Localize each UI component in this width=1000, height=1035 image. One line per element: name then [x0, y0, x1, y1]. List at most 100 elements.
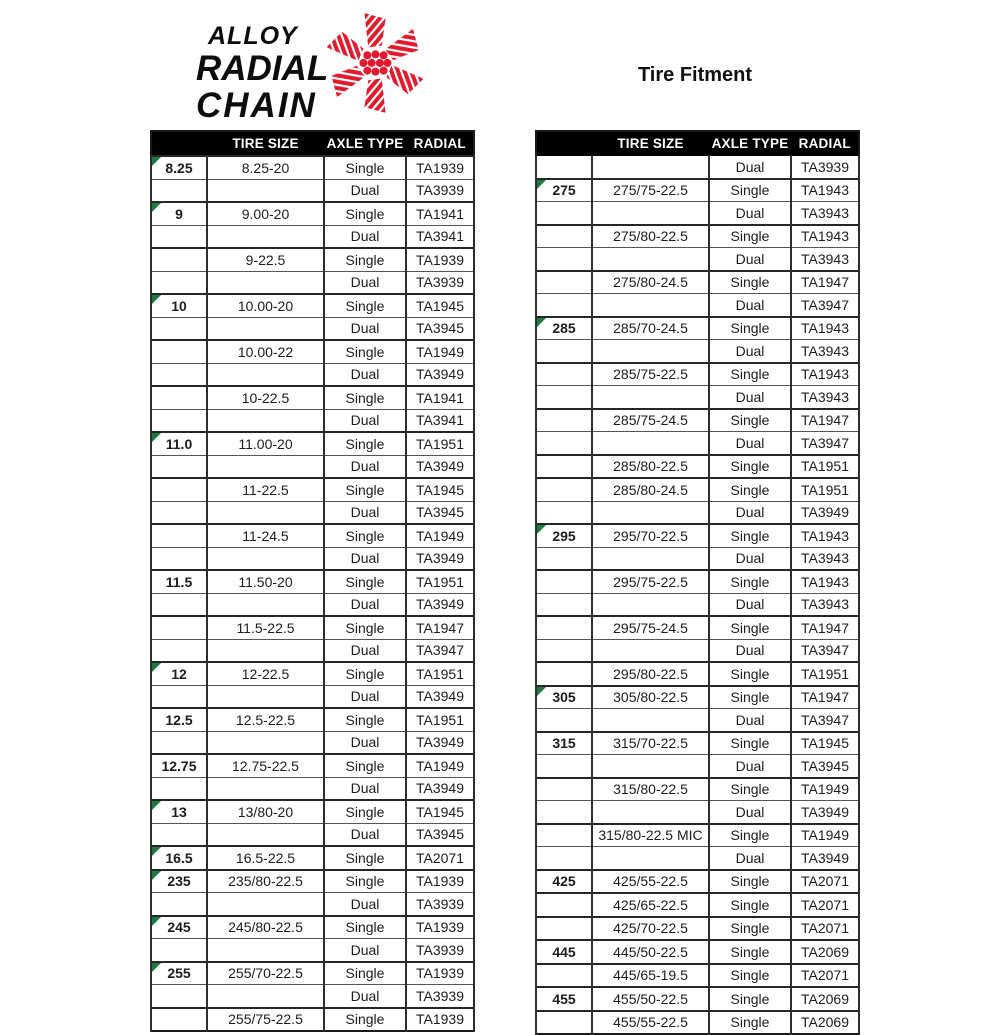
table-row: Dual TA3949 [535, 846, 860, 870]
tire-size-cell [591, 754, 710, 778]
tire-size-cell: 275/80-24.5 [591, 269, 710, 294]
axle-type-cell: Single [708, 477, 792, 502]
table-row: 12 12-22.5 Single TA1951 [150, 661, 475, 686]
tire-size-cell: 255/75-22.5 [206, 1006, 325, 1032]
axle-type-cell: Dual [708, 293, 792, 317]
table-row: Dual TA3949 [150, 362, 475, 387]
page-title: Tire Fitment [637, 64, 753, 86]
axle-type-cell: Dual [323, 592, 407, 617]
group-cell: 11.5 [150, 569, 208, 594]
axle-type-cell: Single [708, 776, 792, 801]
table-row: 285/80-24.5 Single TA1951 [535, 477, 860, 502]
group-cell: 10 [150, 293, 208, 318]
table-row: Dual TA3939 [535, 155, 860, 179]
group-cell [535, 223, 593, 248]
table-row: Dual TA3947 [535, 638, 860, 663]
radial-cell: TA1943 [790, 315, 860, 340]
radial-cell: TA3949 [790, 846, 860, 870]
radial-cell: TA1951 [405, 707, 475, 732]
brand-word-chain: CHAIN [196, 85, 317, 125]
radial-cell: TA3947 [790, 708, 860, 732]
column-header: TIRE SIZE [206, 130, 325, 157]
table-row: 285/75-24.5 Single TA1947 [535, 407, 860, 432]
table-row: 255 255/70-22.5 Single TA1939 [150, 960, 475, 985]
radial-cell: TA3943 [790, 592, 860, 617]
axle-type-cell: Single [708, 986, 792, 1011]
group-cell [535, 708, 593, 732]
excel-note-marker-icon [152, 847, 161, 856]
group-cell [535, 385, 593, 409]
radial-cell: TA3945 [405, 822, 475, 847]
radial-cell: TA2071 [790, 892, 860, 917]
tire-size-cell [591, 247, 710, 271]
table-row: 13 13/80-20 Single TA1945 [150, 799, 475, 824]
group-cell [150, 523, 208, 548]
table-row: 12.5 12.5-22.5 Single TA1951 [150, 707, 475, 732]
tire-size-cell [206, 500, 325, 525]
group-cell: 235 [150, 868, 208, 893]
axle-type-cell: Single [708, 315, 792, 340]
table-row: 455 455/50-22.5 Single TA2069 [535, 986, 860, 1011]
column-header: TIRE SIZE [591, 130, 710, 156]
group-cell: 8.25 [150, 155, 208, 180]
table-row: 445 445/50-22.5 Single TA2069 [535, 939, 860, 964]
tire-size-cell: 245/80-22.5 [206, 914, 325, 939]
radial-cell: TA3939 [405, 938, 475, 962]
table-row: Dual TA3939 [150, 892, 475, 916]
tire-size-cell [591, 201, 710, 225]
group-cell [535, 800, 593, 824]
excel-note-marker-icon [152, 663, 161, 672]
tire-size-cell: 13/80-20 [206, 799, 325, 824]
group-cell [535, 962, 593, 988]
table-row: Dual TA3949 [535, 800, 860, 824]
tire-size-cell: 305/80-22.5 [591, 684, 710, 709]
radial-cell: TA3949 [790, 500, 860, 525]
axle-type-cell: Dual [323, 822, 407, 847]
group-cell [535, 453, 593, 479]
group-cell [535, 201, 593, 225]
tire-size-cell: 425/55-22.5 [591, 868, 710, 894]
table-row: 10-22.5 Single TA1941 [150, 385, 475, 410]
table-row: 255/75-22.5 Single TA1939 [150, 1006, 475, 1032]
excel-note-marker-icon [537, 317, 546, 327]
group-cell [535, 155, 593, 179]
tire-size-cell: 275/80-22.5 [591, 223, 710, 248]
group-cell: 255 [150, 960, 208, 985]
excel-note-marker-icon [537, 179, 546, 189]
tire-size-cell: 425/70-22.5 [591, 915, 710, 941]
tire-size-cell [591, 385, 710, 409]
radial-cell: TA2069 [790, 939, 860, 964]
table-row: 11-24.5 Single TA1949 [150, 523, 475, 548]
tire-size-cell [206, 592, 325, 617]
axle-type-cell: Single [708, 661, 792, 686]
tire-size-cell: 445/65-19.5 [591, 962, 710, 988]
group-cell [150, 638, 208, 663]
axle-type-cell: Single [708, 1009, 792, 1035]
tire-size-cell [591, 708, 710, 732]
axle-type-cell: Dual [708, 201, 792, 225]
radial-cell: TA3947 [790, 293, 860, 317]
axle-type-cell: Dual [323, 362, 407, 387]
radial-cell: TA1951 [790, 661, 860, 686]
radial-cell: TA1943 [790, 569, 860, 594]
axle-type-cell: Dual [708, 385, 792, 409]
tire-size-cell [206, 270, 325, 295]
radial-cell: TA1949 [405, 753, 475, 778]
tire-size-cell: 10.00-22 [206, 339, 325, 364]
axle-type-cell: Dual [323, 224, 407, 249]
axle-type-cell: Dual [323, 316, 407, 341]
tire-size-cell [591, 339, 710, 363]
axle-type-cell: Single [323, 960, 407, 985]
radial-cell: TA1951 [790, 477, 860, 502]
radial-cell: TA3943 [790, 339, 860, 363]
radial-cell: TA3949 [405, 362, 475, 387]
tire-size-cell: 12-22.5 [206, 661, 325, 686]
excel-note-marker-icon [152, 203, 161, 212]
group-cell: 315 [535, 730, 593, 755]
radial-cell: TA3939 [790, 155, 860, 179]
table-row: Dual TA3949 [150, 454, 475, 479]
axle-type-cell: Single [708, 730, 792, 755]
axle-type-cell: Single [708, 177, 792, 202]
table-row: 275 275/75-22.5 Single TA1943 [535, 177, 860, 202]
group-cell [150, 316, 208, 341]
